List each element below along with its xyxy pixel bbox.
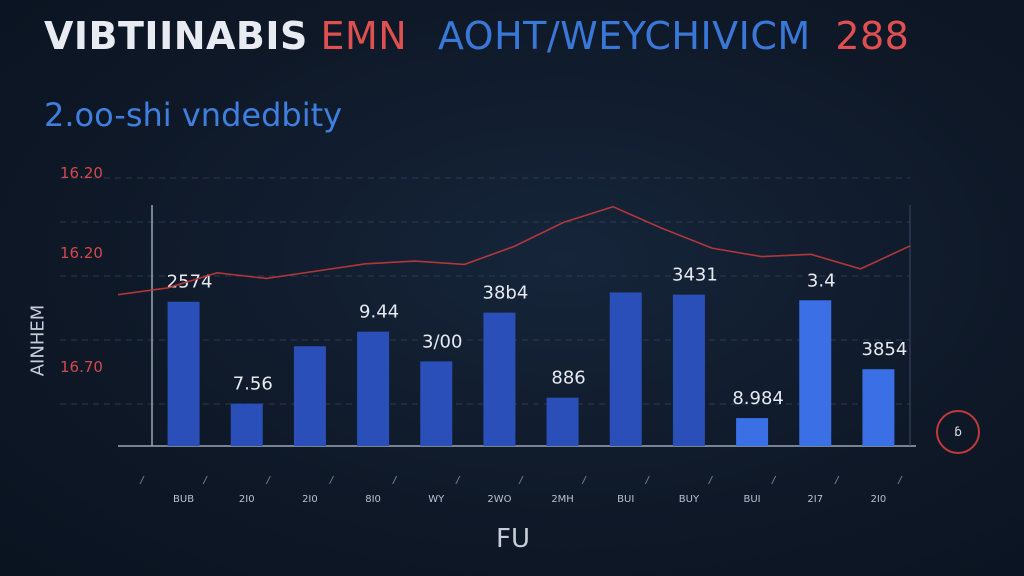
header-title-d: 288 xyxy=(835,14,910,58)
bar xyxy=(167,301,200,446)
bar-data-label: 3431 xyxy=(672,265,718,286)
bar xyxy=(672,294,705,446)
bar xyxy=(799,300,832,446)
x-tick-label: BUI xyxy=(744,494,761,505)
header-title-b: EMN xyxy=(320,14,408,58)
line-series xyxy=(117,205,911,296)
x-tick-label: 2I7 xyxy=(807,494,823,505)
x-tick-label: 2I0 xyxy=(302,494,318,505)
x-tick-label: BUI xyxy=(617,494,634,505)
x-tick-label: 2MH xyxy=(551,494,574,505)
x-tick-label: 8I0 xyxy=(365,494,381,505)
header-title-c: AOHT/WEYCHIVICM xyxy=(437,14,811,58)
x-tick-mark xyxy=(518,475,524,485)
x-tick-mark xyxy=(202,475,208,485)
x-axis-label: FU xyxy=(496,524,530,554)
x-tick-mark xyxy=(329,475,334,485)
bar xyxy=(736,418,769,446)
bar-data-label: 886 xyxy=(551,368,585,389)
bar xyxy=(546,397,579,446)
y-tick-label: 16.70 xyxy=(60,358,103,376)
x-tick-label: 2WO xyxy=(487,494,511,505)
chart-header: VIBTIINABIS EMN AOHT/WEYCHIVICM 288 xyxy=(44,14,909,58)
y-tick-label: 16.20 xyxy=(60,164,103,182)
x-tick-label: WY xyxy=(428,494,445,505)
bar xyxy=(293,346,326,446)
bar-data-label: 38b4 xyxy=(483,283,529,304)
bar-data-label: 8.984 xyxy=(732,388,784,409)
x-tick-label: 2I0 xyxy=(239,494,255,505)
bar xyxy=(420,361,453,446)
x-tick-mark xyxy=(708,475,713,485)
bar-data-label: 7.56 xyxy=(233,374,273,395)
bar-data-label: 9.44 xyxy=(359,302,399,323)
y-tick-label: 16.20 xyxy=(60,244,103,262)
x-tick-mark xyxy=(834,475,840,485)
x-tick-mark xyxy=(644,475,650,485)
x-tick-mark xyxy=(455,475,461,485)
header-title-a: VIBTIINABIS xyxy=(44,14,308,58)
bar-data-label: 3.4 xyxy=(807,270,836,291)
bar xyxy=(357,331,390,446)
x-tick-mark xyxy=(771,475,777,485)
x-tick-label: BUB xyxy=(173,494,194,505)
chart-subtitle: 2.oo-shi vndedbity xyxy=(44,96,343,134)
corner-badge: ɓ xyxy=(936,410,980,454)
x-tick-mark xyxy=(265,475,271,485)
bar-data-label: 2574 xyxy=(167,272,213,293)
x-tick-mark xyxy=(897,475,903,485)
x-tick-mark xyxy=(139,475,145,485)
x-tick-label: BUY xyxy=(679,494,700,505)
bar xyxy=(230,403,263,446)
bar-data-label: 3/00 xyxy=(422,331,462,352)
bar xyxy=(483,312,516,446)
bar-data-label: 3854 xyxy=(862,339,908,360)
bar xyxy=(609,292,642,446)
x-tick-label: 2I0 xyxy=(871,494,887,505)
x-tick-mark xyxy=(581,475,587,485)
x-tick-mark xyxy=(392,475,398,485)
bar xyxy=(862,369,895,446)
